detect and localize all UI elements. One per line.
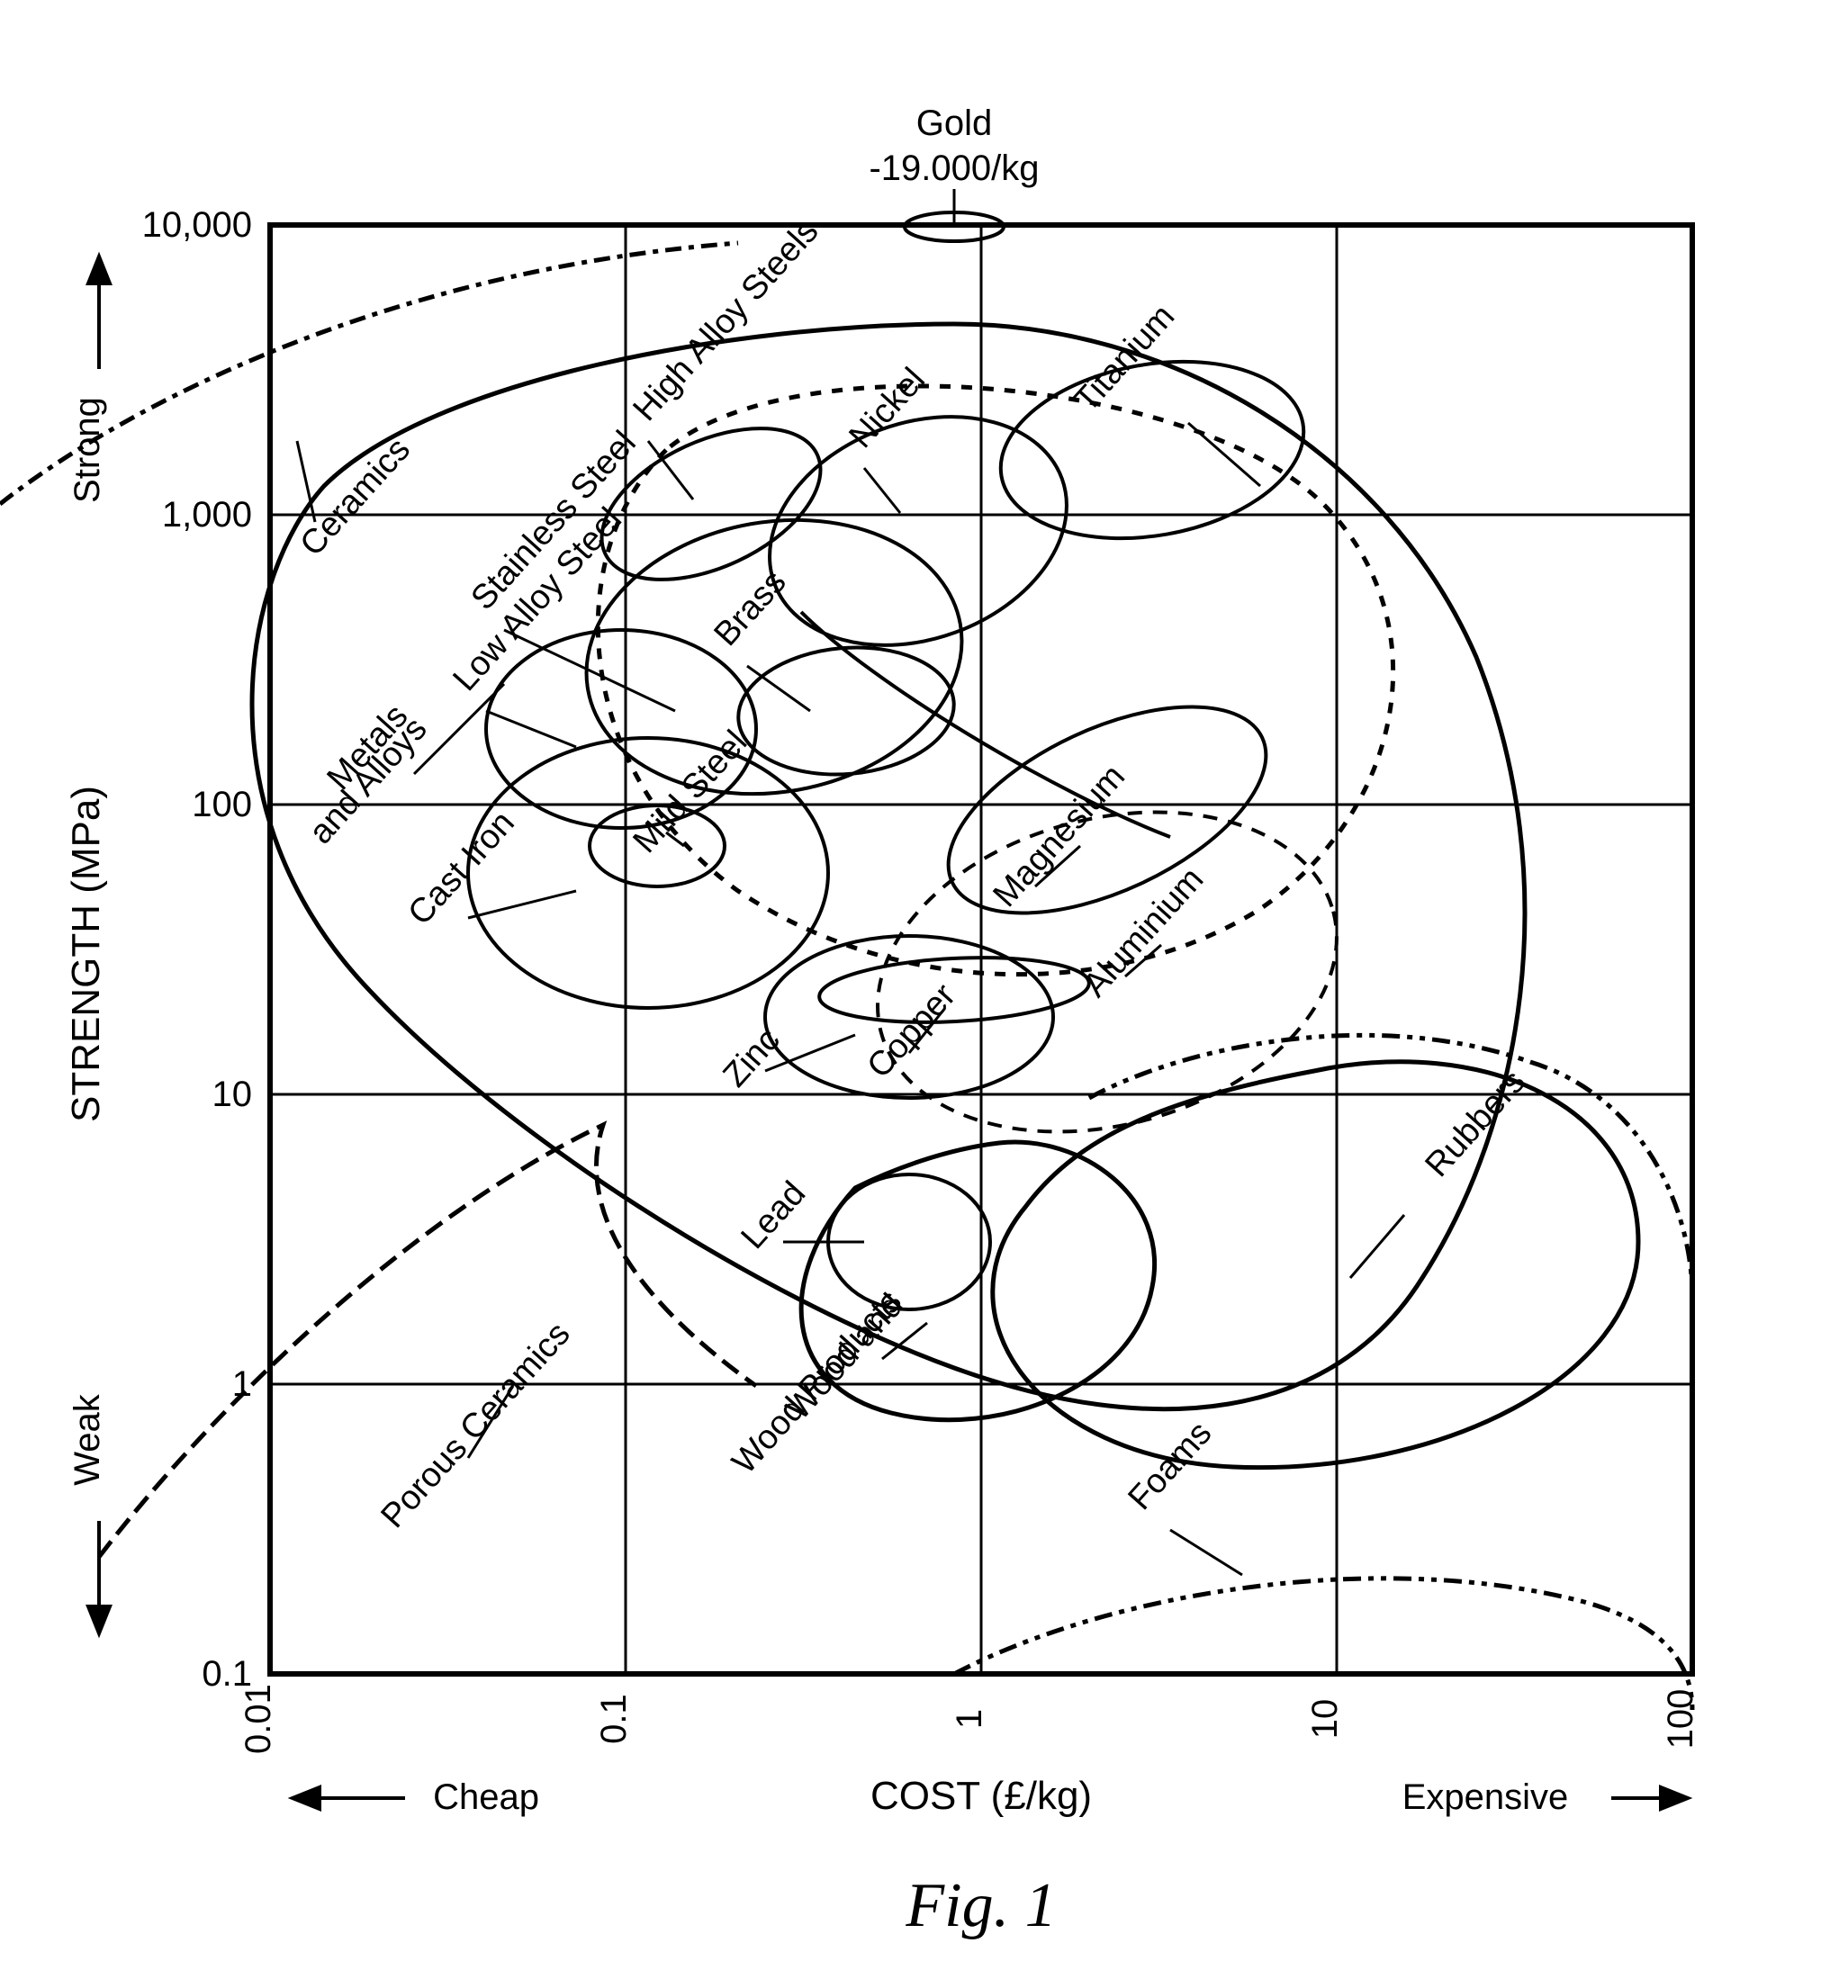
svg-text:0.01: 0.01 xyxy=(239,1684,278,1754)
svg-text:1: 1 xyxy=(950,1709,989,1729)
svg-text:1: 1 xyxy=(232,1364,252,1404)
x-axis-sub-expensive: Expensive xyxy=(1402,1777,1569,1817)
svg-text:10,000: 10,000 xyxy=(142,205,252,245)
x-ticks: 0.01 0.1 1 10 100 xyxy=(239,1684,1700,1754)
y-arrow-up xyxy=(88,256,110,369)
y-axis-sub-weak: Weak xyxy=(68,1393,107,1486)
x-axis-sub-cheap: Cheap xyxy=(433,1777,539,1817)
x-arrow-left xyxy=(293,1787,405,1809)
svg-text:10: 10 xyxy=(212,1075,253,1114)
x-arrow-right xyxy=(1611,1787,1688,1809)
y-axis-title: STRENGTH (MPa) xyxy=(64,786,108,1122)
callout-gold-line1: Gold xyxy=(916,103,993,143)
svg-text:1,000: 1,000 xyxy=(162,495,252,535)
y-ticks: 0.1 1 10 100 1,000 10,000 xyxy=(142,205,252,1694)
svg-text:0.1: 0.1 xyxy=(202,1654,252,1694)
x-axis-title: COST (£/kg) xyxy=(870,1774,1092,1818)
svg-text:100: 100 xyxy=(1661,1689,1700,1750)
callout-gold-line2: -19.000/kg xyxy=(869,148,1039,188)
y-arrow-down xyxy=(88,1521,110,1633)
svg-text:100: 100 xyxy=(192,785,252,824)
svg-text:0.1: 0.1 xyxy=(594,1694,634,1744)
y-axis-sub-strong: Strong xyxy=(68,397,107,503)
figure-label: Fig. 1 xyxy=(905,1871,1056,1940)
svg-text:10: 10 xyxy=(1305,1699,1345,1740)
